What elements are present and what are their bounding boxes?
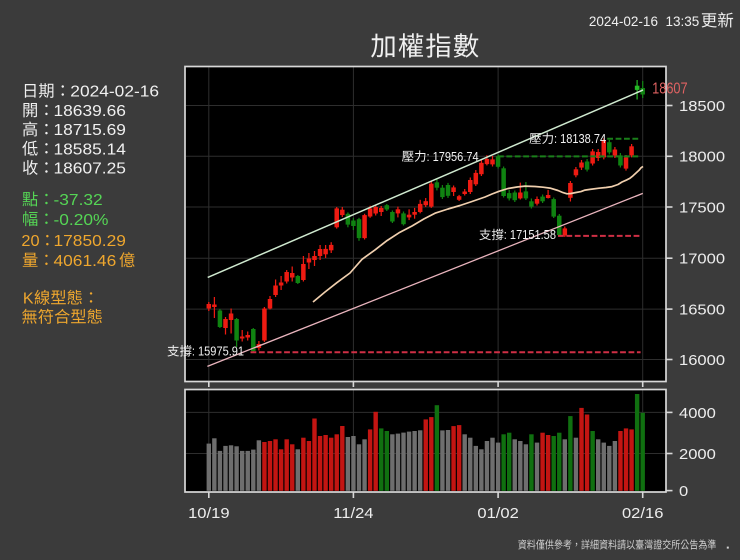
svg-text:17000: 17000 [679,251,725,267]
svg-text:18000: 18000 [679,149,725,165]
svg-text:-37.32: -37.32 [54,191,103,209]
svg-text:0: 0 [679,484,688,500]
svg-text:16000: 16000 [679,353,725,369]
svg-text:4000: 4000 [679,405,716,421]
svg-text:18607: 18607 [652,81,688,99]
svg-text:18607.25: 18607.25 [54,159,126,177]
svg-text:01/02: 01/02 [477,506,518,522]
svg-text:: 18138.74: : 18138.74 [554,131,606,146]
svg-text:: 15975.91: : 15975.91 [192,344,244,359]
svg-text:: 17956.74: : 17956.74 [427,149,479,164]
svg-text:16500: 16500 [679,302,725,318]
svg-text:11/24: 11/24 [333,506,373,522]
svg-text:2000: 2000 [679,447,716,463]
svg-text:-0.20%: -0.20% [54,210,109,228]
svg-text:: 17151.58: : 17151.58 [504,227,556,242]
svg-text:10/19: 10/19 [188,506,230,522]
svg-text:18585.14: 18585.14 [54,140,126,158]
svg-text:02/16: 02/16 [622,506,664,522]
svg-text:K: K [23,291,34,308]
svg-text:18500: 18500 [679,99,725,115]
svg-text:20: 20 [21,232,39,250]
svg-text:2024-02-16: 2024-02-16 [70,82,159,100]
svg-text:17500: 17500 [679,200,725,216]
svg-text:18639.66: 18639.66 [54,102,126,120]
svg-text:2024-02-16 13:35: 2024-02-16 13:35 [589,14,699,29]
svg-text:4061.46: 4061.46 [54,252,117,270]
svg-text:17850.29: 17850.29 [54,232,126,250]
svg-text:18715.69: 18715.69 [54,121,126,139]
